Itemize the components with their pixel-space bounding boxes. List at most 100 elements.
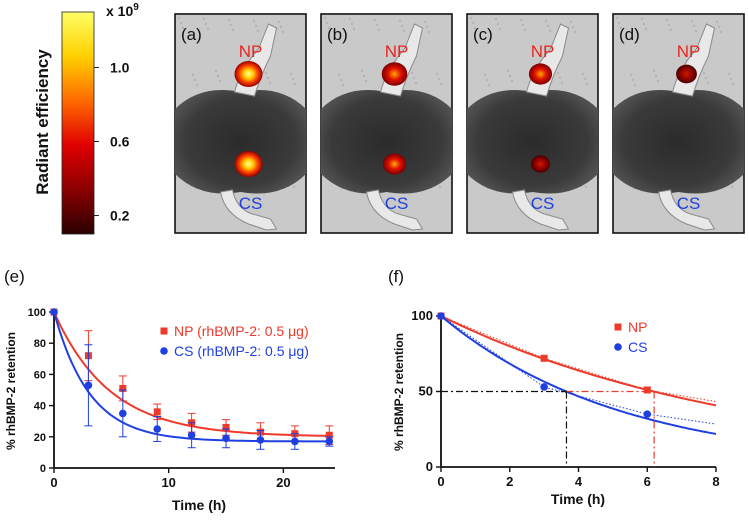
x-tick-label: 0 bbox=[50, 475, 57, 490]
background-texture bbox=[690, 19, 694, 23]
chart-e-axes: 0 10 20 0 20 40 60 80 100 bbox=[28, 307, 335, 490]
background-texture bbox=[339, 78, 343, 82]
background-texture bbox=[195, 83, 199, 87]
cs-label: CS bbox=[677, 194, 701, 213]
background-texture bbox=[214, 69, 218, 73]
background-texture bbox=[633, 83, 637, 87]
background-texture bbox=[266, 76, 270, 80]
background-texture bbox=[469, 16, 473, 20]
background-texture bbox=[692, 24, 696, 28]
data-point-circle bbox=[291, 437, 299, 446]
cs-label: CS bbox=[531, 194, 555, 213]
background-texture bbox=[654, 74, 658, 78]
background-texture bbox=[206, 27, 210, 31]
background-texture bbox=[435, 72, 439, 76]
background-texture bbox=[256, 29, 260, 33]
background-texture bbox=[581, 72, 585, 76]
background-texture bbox=[341, 83, 345, 87]
mouse-body bbox=[613, 90, 744, 194]
background-texture bbox=[571, 25, 575, 29]
chart-f: (f) Time (h) % rhBMP-2 retention 0 2 4 6 8 0 5… bbox=[388, 267, 720, 507]
colorbar-ticks: 1.0 0.6 0.2 bbox=[94, 60, 130, 224]
cs-label: CS bbox=[239, 194, 263, 213]
background-texture bbox=[218, 79, 222, 83]
background-texture bbox=[508, 74, 512, 78]
background-texture bbox=[268, 81, 272, 85]
data-point-circle bbox=[614, 343, 622, 351]
background-texture bbox=[506, 69, 510, 73]
background-texture bbox=[656, 79, 660, 83]
background-texture bbox=[279, 25, 283, 29]
cs-fluorescence-spot bbox=[382, 153, 407, 175]
data-point-square bbox=[540, 354, 548, 362]
mouse-lower-limb bbox=[511, 189, 570, 231]
background-texture bbox=[715, 20, 719, 24]
mouse-lower-limb bbox=[657, 189, 716, 231]
np-label: NP bbox=[677, 42, 701, 61]
background-texture bbox=[425, 25, 429, 29]
background-texture bbox=[216, 74, 220, 78]
y-tick-label: 40 bbox=[34, 401, 46, 413]
y-tick-label: 20 bbox=[34, 432, 46, 444]
background-texture bbox=[704, 76, 708, 80]
background-texture bbox=[352, 27, 356, 31]
background-texture bbox=[485, 78, 489, 82]
background-texture bbox=[191, 73, 195, 77]
background-texture bbox=[729, 77, 733, 81]
np-label: NP bbox=[531, 42, 555, 61]
y-tick-label: 100 bbox=[411, 308, 433, 323]
background-texture bbox=[498, 27, 502, 31]
background-texture bbox=[325, 21, 329, 25]
mouse-lower-limb bbox=[365, 189, 424, 231]
background-texture bbox=[181, 26, 185, 30]
background-texture bbox=[377, 28, 381, 32]
data-point-circle bbox=[119, 409, 127, 418]
chart-f-panel-label: (f) bbox=[388, 267, 404, 286]
background-texture bbox=[202, 17, 206, 21]
background-texture bbox=[546, 24, 550, 28]
background-texture bbox=[556, 71, 560, 75]
data-point-circle bbox=[437, 312, 445, 320]
background-texture bbox=[694, 29, 698, 33]
np-fluorescence-spot bbox=[676, 64, 697, 84]
colorbar: x 109 1.0 0.6 0.2 Radiant efficiency bbox=[33, 2, 139, 235]
background-texture bbox=[337, 73, 341, 77]
chart-e-xlabel: Time (h) bbox=[172, 497, 226, 513]
colorbar-scale bbox=[61, 11, 95, 235]
background-texture bbox=[727, 72, 731, 76]
chart-e-ylabel: % rhBMP-2 retention bbox=[4, 332, 18, 450]
data-point-square bbox=[160, 327, 168, 335]
chart-e: (e) Time (h) % rhBMP-2 retention 0 10 20 0 2… bbox=[4, 267, 335, 513]
background-texture bbox=[427, 30, 431, 34]
background-texture bbox=[327, 26, 331, 30]
background-texture bbox=[177, 16, 181, 20]
background-texture bbox=[398, 19, 402, 23]
chart-e-legend: NP (rhBMP-2: 0.5 μg) CS (rhBMP-2: 0.5 μg) bbox=[160, 323, 309, 359]
background-texture bbox=[362, 74, 366, 78]
data-point-circle bbox=[256, 436, 265, 444]
background-texture bbox=[730, 185, 734, 189]
background-texture bbox=[204, 22, 208, 26]
data-point-circle bbox=[160, 347, 168, 355]
background-texture bbox=[254, 24, 258, 28]
chart-f-plot-area bbox=[437, 312, 717, 467]
background-texture bbox=[487, 83, 491, 87]
data-point-square bbox=[325, 431, 333, 439]
legend-label: NP (rhBMP-2: 0.5 μg) bbox=[174, 323, 309, 339]
chart-e-panel-label: (e) bbox=[4, 267, 25, 286]
background-texture bbox=[375, 23, 379, 27]
background-texture bbox=[706, 81, 710, 85]
data-point-square bbox=[614, 323, 622, 331]
background-texture bbox=[560, 81, 564, 85]
background-texture bbox=[289, 72, 293, 76]
mouse-body bbox=[467, 90, 598, 194]
background-texture bbox=[615, 16, 619, 20]
data-point-square bbox=[119, 384, 127, 392]
background-texture bbox=[573, 30, 577, 34]
background-texture bbox=[227, 18, 231, 22]
background-texture bbox=[373, 18, 377, 22]
legend-label: CS bbox=[628, 339, 647, 355]
colorbar-title: Radiant efficiency bbox=[33, 49, 52, 195]
data-point-square bbox=[153, 408, 161, 416]
data-point-circle bbox=[187, 431, 196, 440]
